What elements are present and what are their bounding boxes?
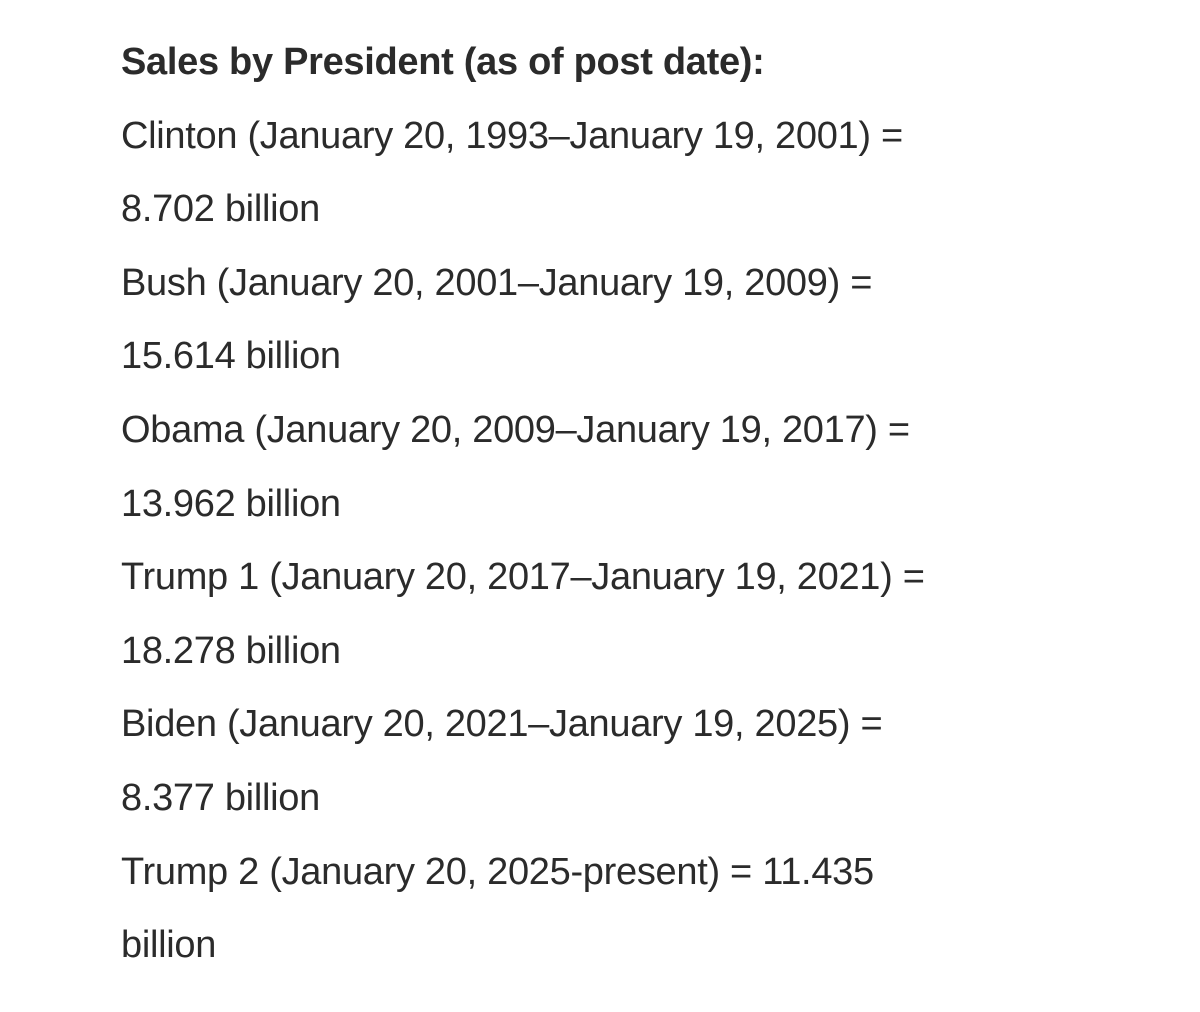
entry-line: Biden (January 20, 2021–January 19, 2025… <box>121 703 883 746</box>
entry-trump-2: Trump 2 (January 20, 2025-present) = 11.… <box>121 836 1141 983</box>
entry-line: Clinton (January 20, 1993–January 19, 20… <box>121 114 903 157</box>
entry-line: Bush (January 20, 2001–January 19, 2009)… <box>121 261 873 304</box>
entry-line: 8.377 billion <box>121 776 320 819</box>
entry-obama: Obama (January 20, 2009–January 19, 2017… <box>121 394 1141 541</box>
entry-line: Trump 2 (January 20, 2025-present) = 11.… <box>121 850 874 893</box>
entry-line: Trump 1 (January 20, 2017–January 19, 20… <box>121 556 925 599</box>
entry-line: Obama (January 20, 2009–January 19, 2017… <box>121 408 910 451</box>
entry-line: 8.702 billion <box>121 188 320 231</box>
entry-line: 15.614 billion <box>121 335 341 378</box>
sales-by-president-text: Sales by President (as of post date): Cl… <box>121 26 1141 983</box>
entry-trump-1: Trump 1 (January 20, 2017–January 19, 20… <box>121 541 1141 688</box>
entry-clinton: Clinton (January 20, 1993–January 19, 20… <box>121 100 1141 247</box>
entry-line: 18.278 billion <box>121 629 341 672</box>
entry-line: billion <box>121 924 217 967</box>
entry-line: 13.962 billion <box>121 482 341 525</box>
entry-biden: Biden (January 20, 2021–January 19, 2025… <box>121 688 1141 835</box>
heading: Sales by President (as of post date): <box>121 41 765 83</box>
entry-bush: Bush (January 20, 2001–January 19, 2009)… <box>121 247 1141 394</box>
